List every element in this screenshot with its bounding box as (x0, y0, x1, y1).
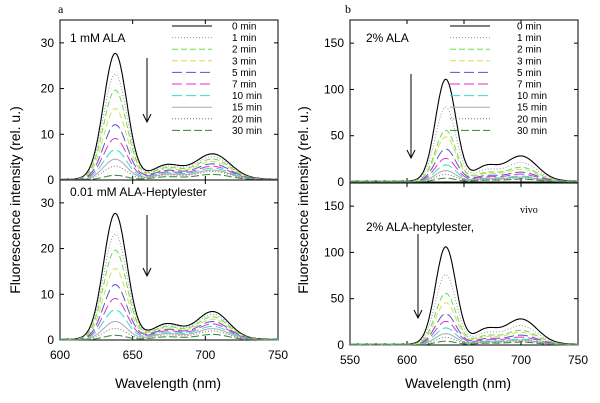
legend-entry: 5 min (517, 68, 541, 79)
legend-entry: 1 min (517, 33, 541, 44)
panel-title: 0.01 mM ALA-Heptylester (70, 185, 207, 199)
legend-entry: 1 min (232, 33, 256, 44)
x-tick-label: 550 (340, 353, 360, 367)
series-line-2-min (60, 249, 278, 340)
series-line-10-min (60, 149, 278, 181)
x-axis-title-a: Wavelength (nm) (115, 375, 221, 391)
y-tick-label: 0 (337, 338, 344, 352)
y-axis-title-b: Fluorescence intensity (rel. u.) (295, 106, 311, 294)
legend-entry: 5 min (232, 68, 256, 79)
series-line-20-min (350, 336, 578, 346)
y-tick-label: 20 (41, 82, 55, 96)
y-tick-label: 10 (41, 127, 55, 141)
series-line-3-min (60, 107, 278, 180)
legend-entry: 10 min (232, 91, 262, 102)
series-line-30-min (60, 173, 278, 181)
legend-entry: 7 min (517, 80, 541, 91)
legend-entry: 20 min (517, 114, 547, 125)
series-line-0-min (350, 246, 578, 345)
legend-entry: 2 min (517, 45, 541, 56)
x-tick-label: 600 (50, 348, 70, 362)
series-line-7-min (60, 137, 278, 180)
vivo-note: vivo (520, 205, 538, 216)
series-line-30-min (350, 177, 578, 183)
series-line-20-min (60, 327, 278, 341)
y-tick-label: 30 (41, 36, 55, 50)
decrease-arrow-head (142, 113, 152, 124)
legend-entry: 7 min (232, 80, 256, 91)
y-tick-label: 0 (47, 173, 54, 187)
x-tick-label: 650 (454, 353, 474, 367)
series-line-0-min (60, 52, 278, 180)
series-line-30-min (350, 340, 578, 346)
x-tick-label: 700 (511, 353, 531, 367)
series-line-2-min (60, 89, 278, 180)
y-tick-label: 0 (337, 175, 344, 189)
y-tick-label: 0 (47, 333, 54, 347)
x-axis-title-b: Wavelength (nm) (405, 375, 511, 391)
y-tick-label: 100 (324, 82, 344, 96)
legend-entry: 10 min (517, 91, 547, 102)
y-axis-title-a: Fluorescence intensity (rel. u.) (7, 106, 23, 294)
legend-entry: 15 min (232, 103, 262, 114)
y-tick-label: 30 (41, 196, 55, 210)
decrease-arrow-head (406, 149, 416, 160)
series-line-15-min (60, 320, 278, 341)
decrease-arrow-head (142, 267, 152, 278)
plot-b-bottom: 0 50 100 150 550 600 650 700 750 2% ALA-heptylest… (324, 182, 588, 367)
legend-entry: 0 min (232, 22, 256, 33)
series-line-30-min (60, 333, 278, 341)
y-tick-label: 150 (324, 36, 344, 50)
series-line-5-min (60, 124, 278, 180)
x-tick-label: 750 (568, 353, 588, 367)
y-tick-label: 150 (324, 199, 344, 213)
x-tick-label: 700 (195, 348, 215, 362)
legend-entry: 30 min (232, 126, 262, 137)
series-line-20-min (350, 173, 578, 183)
y-tick-label: 20 (41, 242, 55, 256)
series-line-1-min (60, 233, 278, 340)
legend-entry: 2 min (232, 45, 256, 56)
plot-a-bottom: 0 10 20 30 600 650 700 750 0.01 mM ALA-Heptylest… (41, 179, 288, 362)
y-tick-label: 100 (324, 245, 344, 259)
y-tick-label: 50 (331, 129, 345, 143)
legend-entry: 3 min (232, 56, 256, 67)
series-line-5-min (60, 283, 278, 340)
panel-label-a: a (58, 2, 64, 16)
series-line-0-min (60, 212, 278, 340)
legend-entry: 30 min (517, 126, 547, 137)
legend-entry: 3 min (517, 56, 541, 67)
panel-title: 2% ALA (366, 31, 409, 45)
series-line-20-min (60, 165, 278, 181)
series-line-3-min (350, 302, 578, 345)
decrease-arrow-head (413, 309, 423, 320)
series-line-10-min (60, 309, 278, 341)
panel-title: 2% ALA-heptylester, (366, 220, 474, 234)
y-tick-label: 50 (331, 292, 345, 306)
series-line-1-min (350, 274, 578, 345)
x-tick-label: 650 (123, 348, 143, 362)
panel-label-b: b (345, 2, 351, 16)
x-tick-label: 750 (268, 348, 288, 362)
series-line-1-min (60, 73, 278, 180)
plot-frame (59, 179, 279, 341)
legend-entry: 20 min (232, 114, 262, 125)
legend-entry: 0 min (517, 22, 541, 33)
series-line-3-min (60, 267, 278, 340)
x-tick-label: 600 (397, 353, 417, 367)
legend-entry: 15 min (517, 103, 547, 114)
series-line-7-min (60, 297, 278, 340)
y-tick-label: 10 (41, 287, 55, 301)
panel-title: 1 mM ALA (70, 31, 125, 45)
